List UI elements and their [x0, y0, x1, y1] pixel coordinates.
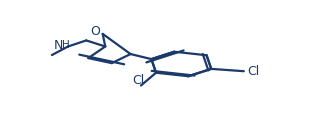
Text: Cl: Cl	[132, 74, 144, 87]
Text: Cl: Cl	[248, 65, 260, 78]
Text: N: N	[54, 39, 64, 53]
Text: H: H	[62, 40, 70, 50]
Text: O: O	[90, 25, 100, 38]
